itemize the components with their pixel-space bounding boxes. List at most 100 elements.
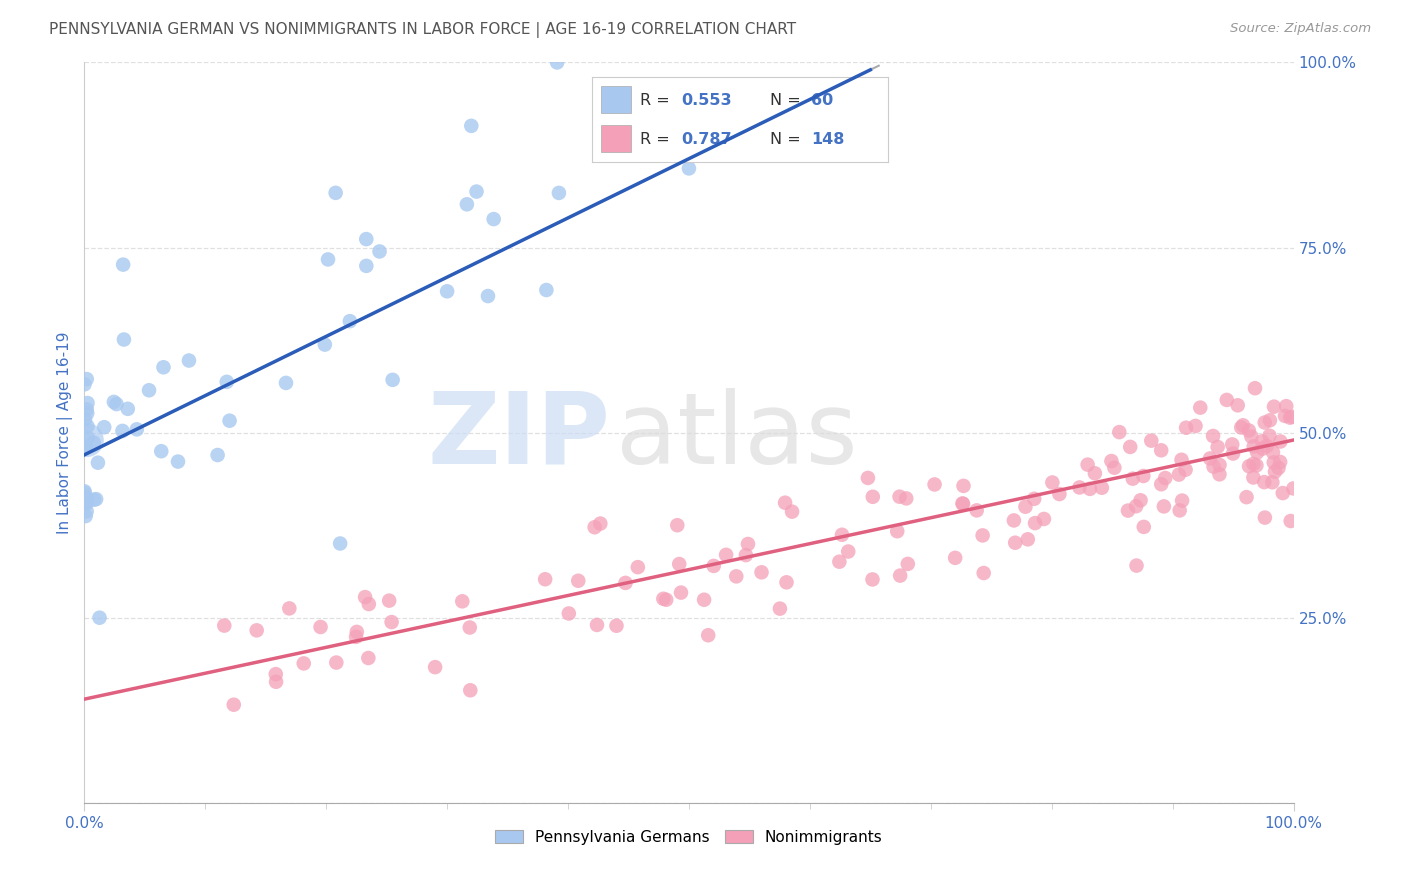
Point xyxy=(831,528,853,542)
Point xyxy=(150,444,173,458)
Point xyxy=(1263,400,1285,414)
Point xyxy=(1108,425,1130,439)
Point xyxy=(856,471,879,485)
Point xyxy=(76,396,98,410)
Point xyxy=(76,406,98,420)
Point xyxy=(534,572,557,586)
Point xyxy=(73,486,96,500)
Point xyxy=(769,601,792,615)
Point xyxy=(103,395,125,409)
Point xyxy=(264,667,287,681)
Point xyxy=(896,491,918,506)
Point xyxy=(1202,429,1225,443)
Point xyxy=(972,528,994,542)
Point xyxy=(668,557,690,571)
Point xyxy=(546,55,568,70)
Point xyxy=(354,590,377,604)
Text: Source: ZipAtlas.com: Source: ZipAtlas.com xyxy=(1230,22,1371,36)
Point xyxy=(1270,434,1292,449)
Y-axis label: In Labor Force | Age 16-19: In Labor Force | Age 16-19 xyxy=(58,331,73,534)
Point xyxy=(76,402,98,417)
Point xyxy=(627,560,650,574)
Point xyxy=(548,186,571,200)
Point xyxy=(222,698,245,712)
Point xyxy=(536,283,558,297)
Point xyxy=(889,490,911,504)
Point xyxy=(73,484,96,499)
Point xyxy=(451,594,474,608)
Point xyxy=(246,624,269,638)
Point xyxy=(1014,500,1036,514)
Point xyxy=(274,376,297,390)
Point xyxy=(152,360,174,375)
Point xyxy=(583,520,606,534)
Point xyxy=(292,657,315,671)
Point xyxy=(678,161,700,176)
Point xyxy=(652,591,675,606)
Point xyxy=(477,289,499,303)
Point xyxy=(1154,471,1177,485)
Point xyxy=(1125,500,1147,514)
Point xyxy=(605,619,627,633)
Point xyxy=(465,185,488,199)
Point xyxy=(734,548,756,562)
Point xyxy=(966,503,988,517)
Point xyxy=(73,442,96,456)
Point xyxy=(693,592,716,607)
Point xyxy=(325,656,347,670)
Point xyxy=(76,496,98,510)
Point xyxy=(1024,516,1046,530)
Point xyxy=(76,431,98,445)
Point xyxy=(1140,434,1163,448)
Point xyxy=(368,244,391,259)
Point xyxy=(111,424,134,438)
Point xyxy=(1237,424,1260,438)
Point xyxy=(614,575,637,590)
Point xyxy=(1104,460,1126,475)
Point xyxy=(75,439,97,453)
Point xyxy=(1261,475,1284,490)
Point xyxy=(329,536,352,550)
Point xyxy=(1208,458,1230,472)
Point xyxy=(655,592,678,607)
Point xyxy=(1032,512,1054,526)
Point xyxy=(1226,398,1249,412)
Point xyxy=(325,186,347,200)
Point xyxy=(1099,454,1122,468)
Point xyxy=(456,197,478,211)
Point xyxy=(1241,470,1264,484)
Text: PENNSYLVANIA GERMAN VS NONIMMIGRANTS IN LABOR FORCE | AGE 16-19 CORRELATION CHAR: PENNSYLVANIA GERMAN VS NONIMMIGRANTS IN … xyxy=(49,22,796,38)
Point xyxy=(1153,500,1175,514)
Point xyxy=(1206,440,1229,454)
Point xyxy=(1258,429,1281,443)
Point xyxy=(482,212,505,227)
Point xyxy=(458,683,481,698)
Point xyxy=(177,353,200,368)
Point xyxy=(339,314,361,328)
Point xyxy=(1125,558,1147,573)
Point xyxy=(1040,475,1063,490)
Point xyxy=(381,615,404,629)
Legend: Pennsylvania Germans, Nonimmigrants: Pennsylvania Germans, Nonimmigrants xyxy=(489,823,889,851)
Point xyxy=(1129,493,1152,508)
Point xyxy=(436,285,458,299)
Point xyxy=(117,401,139,416)
Point xyxy=(862,490,884,504)
Point xyxy=(862,573,884,587)
Point xyxy=(1184,418,1206,433)
Point xyxy=(1170,452,1192,467)
Point xyxy=(1254,510,1277,524)
Point xyxy=(309,620,332,634)
Point xyxy=(1232,418,1254,433)
Point xyxy=(75,509,97,524)
Point xyxy=(952,496,974,510)
Point xyxy=(1202,459,1225,474)
Point xyxy=(837,544,859,558)
Point xyxy=(83,492,105,507)
Point xyxy=(1132,520,1154,534)
Point xyxy=(75,491,97,505)
Point xyxy=(1199,451,1222,466)
Point xyxy=(1281,409,1303,424)
Point xyxy=(1237,459,1260,474)
Point xyxy=(75,496,97,510)
